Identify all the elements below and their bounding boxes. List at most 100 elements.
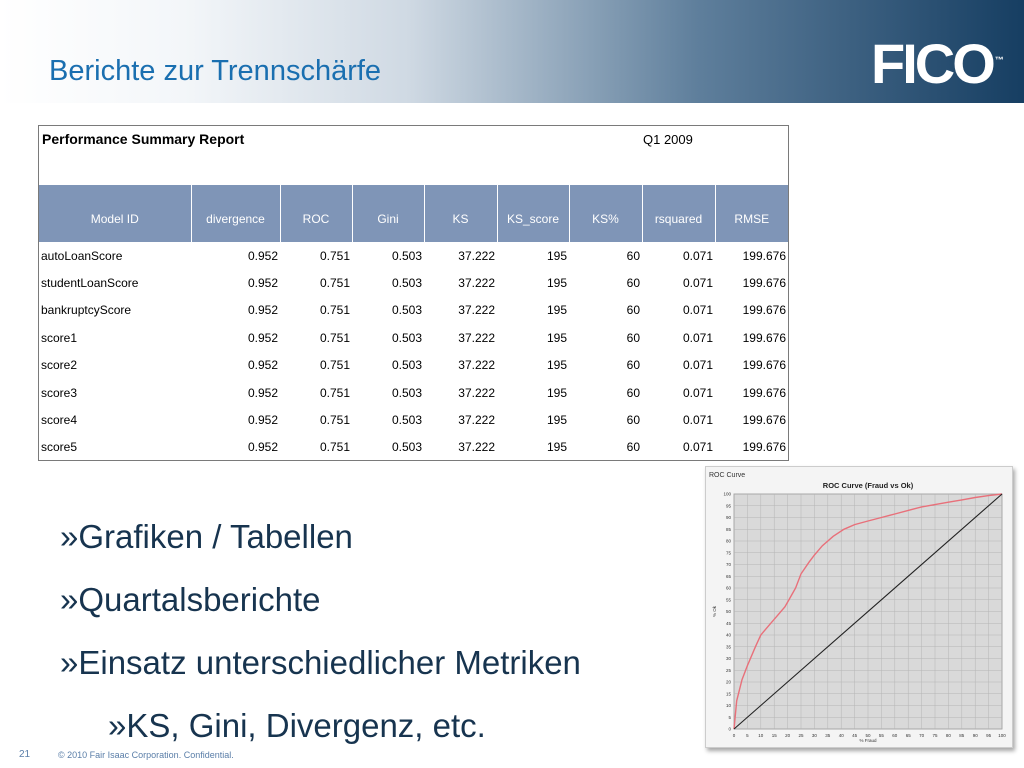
x-tick-label: 65 [906,733,912,738]
column-header: KS% [569,185,643,242]
metric-cell: 37.222 [458,276,495,291]
roc-chart-frame: ROC Curve ROC Curve (Fraud vs Ok) 0 5 10 15 20… [705,466,1013,748]
y-tick-label: 70 [726,562,732,567]
metric-cell: 37.222 [458,303,495,318]
slide-title: Berichte zur Trennschärfe [49,55,382,87]
metric-cell: 0.071 [682,276,713,291]
metric-cell: 0.503 [391,385,422,400]
x-tick-label: 5 [746,733,749,738]
table-row: score1 0.952 0.751 0.503 37.222 195 60 0.071 199… [39,324,788,351]
metric-cell: 0.503 [391,413,422,428]
table-row: score2 0.952 0.751 0.503 37.222 195 60 0.071 199… [39,352,788,379]
metric-cell: 37.222 [458,413,495,428]
metric-cell: 199.676 [742,385,786,400]
logo-trademark: ™ [994,55,1004,65]
x-tick-label: 35 [825,733,831,738]
metric-cell: 195 [546,385,567,400]
y-tick-label: 90 [726,515,732,520]
metric-cell: 0.503 [391,248,422,263]
y-tick-label: 40 [726,633,732,638]
metric-cell: 60 [626,276,640,291]
table-header-row: Model ID divergence ROC Gini KS KS_score KS% rs… [39,185,788,242]
metric-cell: 0.952 [247,303,278,318]
metric-cell: 0.071 [682,413,713,428]
chart-window-label: ROC Curve [709,472,745,479]
metric-cell: 195 [546,413,567,428]
metric-cell: 60 [626,303,640,318]
table-row: bankruptcyScore 0.952 0.751 0.503 37.222 195 6… [39,297,788,324]
x-tick-label: 0 [733,733,736,738]
performance-summary-report: Performance Summary Report Q1 2009 Model… [38,125,789,461]
metric-cell: 0.751 [319,358,350,373]
bullet-item: »Quartalsberichte [60,581,321,618]
column-header: RMSE [715,185,788,242]
metric-cell: 60 [626,248,640,263]
metric-cell: 0.751 [319,385,350,400]
y-tick-label: 5 [728,715,731,720]
roc-chart: ROC Curve ROC Curve (Fraud vs Ok) 0 5 10 15 20… [709,472,1006,743]
metric-cell: 0.071 [682,440,713,455]
metric-cell: 195 [546,330,567,345]
metric-cell: 199.676 [742,276,786,291]
metric-cell: 0.751 [319,330,350,345]
metric-cell: 60 [626,413,640,428]
diagonal-reference-line [733,493,1003,730]
y-tick-label: 20 [726,680,732,685]
x-tick-label: 55 [879,733,885,738]
y-tick-label: 10 [726,703,732,708]
metric-cell: 0.071 [682,358,713,373]
metric-cell: 0.751 [319,413,350,428]
column-header: KS_score [497,185,570,242]
y-axis-label: % Ok [712,605,717,617]
metric-cell: 0.503 [391,330,422,345]
x-tick-label: 100 [998,733,1006,738]
slide-header [0,0,1024,103]
metric-cell: 60 [626,385,640,400]
y-tick-label: 25 [726,668,732,673]
x-tick-label: 75 [932,733,938,738]
y-tick-label: 75 [726,550,732,555]
metric-cell: 0.071 [682,330,713,345]
metric-cell: 60 [626,358,640,373]
page-number: 21 [19,749,31,760]
metric-cell: 0.952 [247,248,278,263]
roc-curve-line [733,493,1003,730]
report-period: Q1 2009 [643,132,693,147]
metric-cell: 199.676 [742,248,786,263]
model-id-cell: score4 [41,413,78,428]
metric-cell: 37.222 [458,385,495,400]
x-tick-label: 25 [798,733,804,738]
y-tick-label: 0 [728,727,731,732]
copyright-notice: © 2010 Fair Isaac Corporation. Confident… [58,750,234,760]
table-row: autoLoanScore 0.952 0.751 0.503 37.222 195 60 0… [39,242,788,269]
metric-cell: 195 [546,276,567,291]
x-tick-label: 70 [919,733,925,738]
fico-logo: FICO ™ [871,32,1004,95]
metric-cell: 37.222 [458,248,495,263]
metric-cell: 0.503 [391,440,422,455]
metric-cell: 0.751 [319,248,350,263]
y-tick-label: 30 [726,656,732,661]
x-tick-label: 30 [812,733,818,738]
column-header: KS [424,185,498,242]
model-id-cell: autoLoanScore [41,248,123,263]
table-row: score4 0.952 0.751 0.503 37.222 195 60 0.071 199… [39,406,788,433]
bullet-sub-item: »KS, Gini, Divergenz, etc. [108,707,486,744]
column-header: rsquared [642,185,716,242]
bullet-item: »Einsatz unterschiedlicher Metriken [60,644,581,681]
x-tick-label: 80 [946,733,952,738]
logo-text: FICO [871,32,996,95]
model-id-cell: score3 [41,385,78,400]
x-tick-label: 50 [865,733,871,738]
x-tick-label: 40 [839,733,845,738]
x-tick-label: 60 [892,733,898,738]
table-row: studentLoanScore 0.952 0.751 0.503 37.222 195… [39,269,788,296]
metric-cell: 37.222 [458,440,495,455]
y-tick-label: 55 [726,597,732,602]
report-table: Model ID divergence ROC Gini KS KS_score KS% rs… [39,185,788,461]
table-body: autoLoanScore 0.952 0.751 0.503 37.222 195 60 0… [39,242,788,461]
metric-cell: 60 [626,330,640,345]
metric-cell: 195 [546,248,567,263]
metric-cell: 0.071 [682,248,713,263]
metric-cell: 60 [626,440,640,455]
